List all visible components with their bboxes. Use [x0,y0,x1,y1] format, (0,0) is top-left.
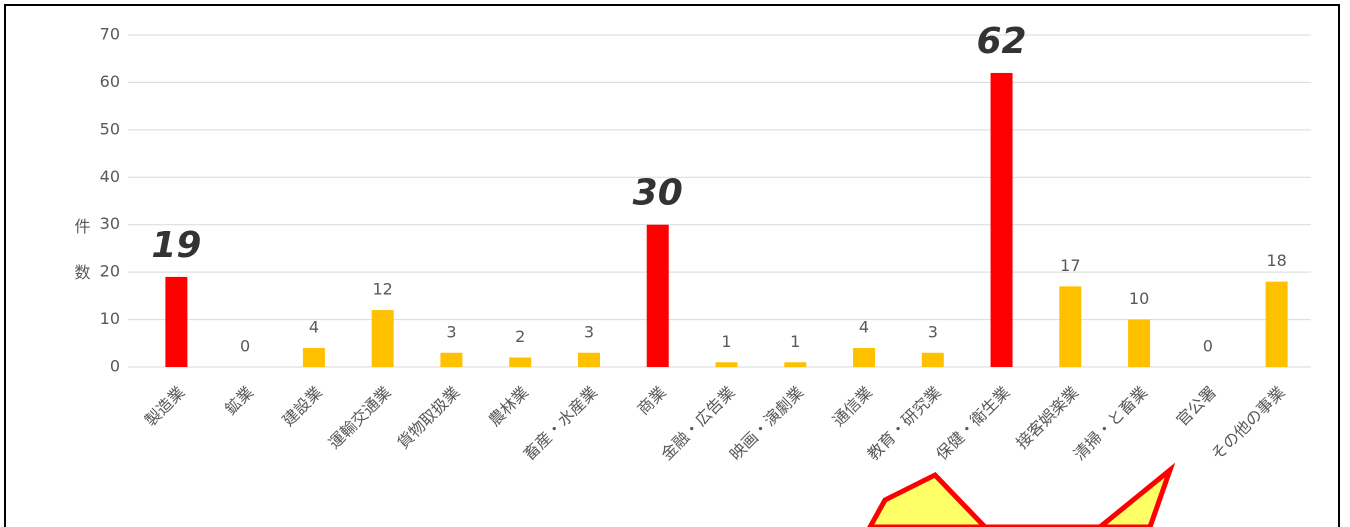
data-label: 2 [515,327,525,346]
data-label: 30 [633,173,683,214]
data-label: 3 [446,322,456,341]
y-tick-label: 50 [100,119,120,138]
data-label: 4 [309,318,319,337]
bar [371,310,394,367]
y-tick-label: 20 [100,262,120,281]
bar [302,348,325,367]
y-tick-label: 10 [100,309,120,328]
data-label: 18 [1266,251,1286,270]
data-label: 17 [1060,256,1080,275]
starburst-decoration [867,462,1176,527]
bar [1265,281,1288,367]
y-tick-label: 0 [110,357,120,376]
bar [853,348,876,367]
bar [990,72,1013,367]
bar [577,352,600,367]
bar [784,362,807,367]
data-label: 1 [721,332,731,351]
data-label: 62 [977,21,1027,62]
data-label: 0 [240,337,250,356]
bar [440,352,463,367]
data-label: 1 [790,332,800,351]
data-label: 19 [151,225,201,266]
bar [715,362,738,367]
bar [165,276,188,367]
y-tick-label: 70 [100,25,120,44]
bar [646,224,669,367]
chart-frame [4,4,1340,527]
bar [921,352,944,367]
bar [509,357,532,367]
bar [1059,286,1082,367]
data-label: 4 [859,318,869,337]
y-tick-label: 60 [100,72,120,91]
data-label: 12 [372,280,392,299]
bar [1128,319,1151,367]
data-label: 3 [584,322,594,341]
y-tick-label: 40 [100,167,120,186]
data-label: 0 [1203,337,1213,356]
y-axis-label: 件数 [72,218,91,310]
data-label: 3 [928,322,938,341]
data-label: 10 [1129,289,1149,308]
y-tick-label: 30 [100,214,120,233]
